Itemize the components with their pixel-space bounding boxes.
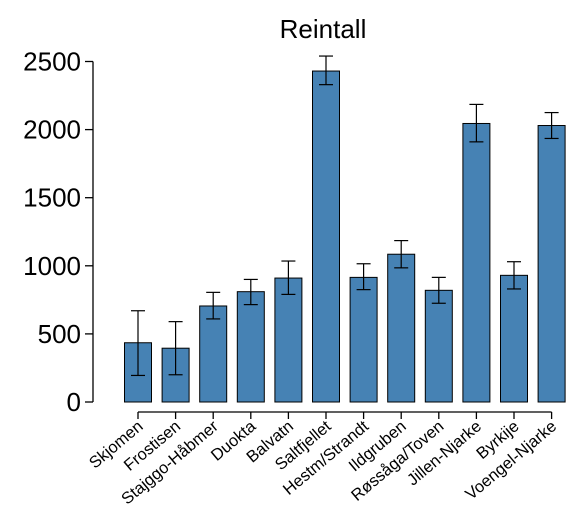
bar [349,276,378,403]
y-tick-label: 1500 [23,183,81,213]
y-tick-label: 0 [67,387,81,417]
bar [312,70,340,403]
chart-title: Reintall [280,14,367,44]
bar [236,291,265,403]
bar [500,274,528,403]
bars [124,55,566,403]
y-tick-label: 2500 [23,47,81,77]
bar [199,305,228,403]
y-axis: 0 500 1000 1500 2000 2500 [23,47,94,417]
y-tick-label: 2000 [23,115,81,145]
bar [387,253,416,403]
x-axis: SkjomenFrostisenStajggo-HåbmerDuoktaBalv… [86,411,560,508]
y-tick-label: 1000 [23,251,81,281]
bar [424,289,453,403]
y-tick-label: 500 [38,319,81,349]
bar [537,125,566,403]
bar [462,122,491,403]
bar [274,277,303,403]
